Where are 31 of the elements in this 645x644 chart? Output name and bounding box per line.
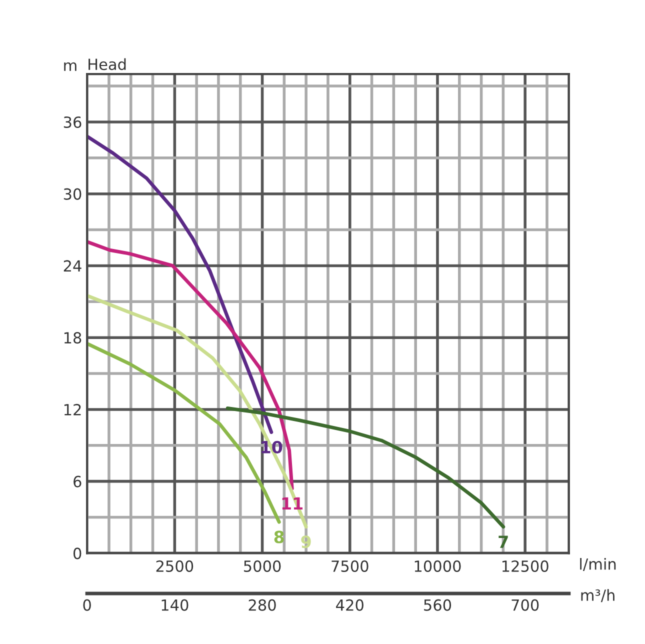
x2-tick-label: 420	[336, 599, 364, 611]
y-tick-label: 36	[64, 116, 82, 128]
y-tick-label: 6	[74, 476, 82, 488]
x2-tick-label: 700	[512, 599, 539, 611]
y-tick-label: 30	[64, 188, 82, 200]
x2-tick-label: 280	[248, 599, 276, 611]
line-series	[87, 342, 281, 524]
x2-tick-label: 0	[83, 599, 91, 611]
y-tick-label: 18	[64, 332, 82, 344]
y-axis-title: m	[64, 62, 76, 71]
series-label: 10	[262, 440, 282, 454]
y-tick-label: 12	[64, 404, 81, 416]
chart-title: Head	[88, 58, 126, 70]
line-series	[226, 406, 506, 529]
line-series	[87, 294, 308, 529]
x-tick-label: 5000	[244, 560, 281, 572]
x-tick-label: 12500	[502, 560, 548, 572]
x2-tick-label: 560	[424, 599, 452, 611]
x-tick-label: 7500	[332, 560, 368, 572]
x2-axis-title: m³/h	[581, 589, 614, 602]
line-series	[87, 134, 274, 434]
line-series	[87, 240, 294, 490]
series-label: 11	[282, 497, 303, 510]
series-label: 8	[274, 530, 284, 544]
x2-tick-label: 140	[162, 599, 188, 611]
x-tick-label: 2500	[156, 560, 194, 572]
y-tick-label: 0	[74, 548, 82, 560]
x-axis-title: l/min	[580, 558, 616, 572]
y-tick-label: 24	[64, 260, 82, 272]
x-tick-label: 10000	[414, 560, 461, 572]
series-label: 7	[498, 536, 508, 548]
